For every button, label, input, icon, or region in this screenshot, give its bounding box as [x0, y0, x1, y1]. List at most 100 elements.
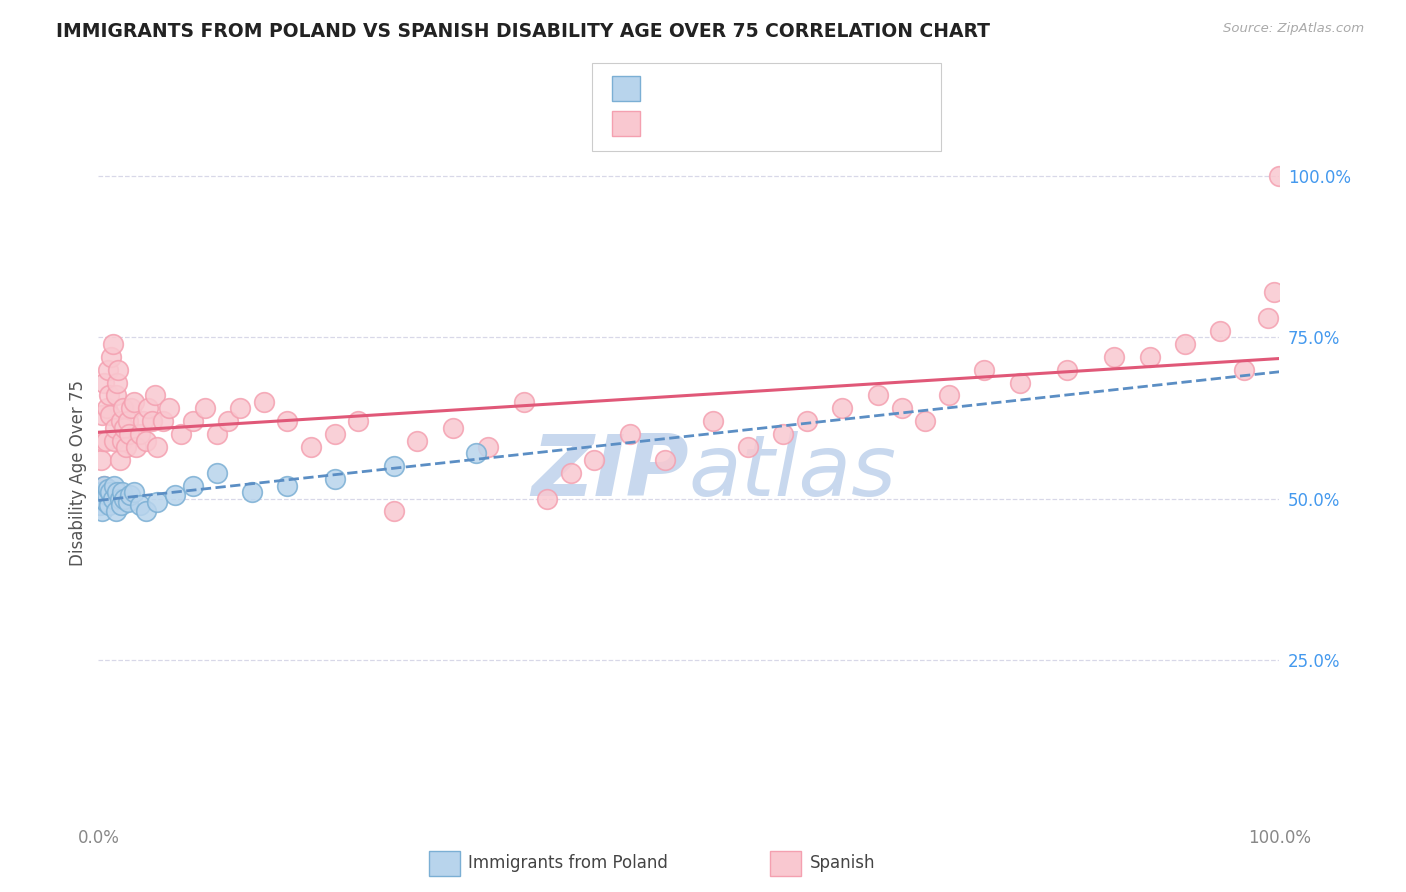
- Point: [111, 434, 134, 448]
- Point: [146, 494, 169, 508]
- Point: [477, 440, 499, 454]
- Point: [441, 420, 464, 434]
- Point: [205, 427, 228, 442]
- Point: [118, 427, 141, 442]
- Y-axis label: Disability Age Over 75: Disability Age Over 75: [69, 380, 87, 566]
- Point: [654, 453, 676, 467]
- Point: [135, 504, 157, 518]
- Point: [141, 414, 163, 428]
- Point: [890, 401, 912, 416]
- Point: [165, 488, 187, 502]
- Point: [1174, 337, 1197, 351]
- Point: [112, 491, 135, 506]
- Point: [96, 488, 118, 502]
- Point: [128, 427, 150, 442]
- Point: [560, 466, 582, 480]
- Text: Spanish: Spanish: [810, 855, 876, 872]
- Point: [1233, 362, 1256, 376]
- Point: [347, 414, 370, 428]
- Point: [89, 485, 111, 500]
- Point: [229, 401, 252, 416]
- Point: [110, 414, 132, 428]
- Point: [107, 362, 129, 376]
- Point: [406, 434, 429, 448]
- Point: [101, 337, 124, 351]
- Point: [98, 498, 121, 512]
- Point: [122, 485, 145, 500]
- Point: [96, 401, 118, 416]
- Point: [512, 395, 534, 409]
- Point: [90, 485, 112, 500]
- Point: [323, 427, 346, 442]
- Point: [217, 414, 239, 428]
- Point: [1263, 285, 1285, 300]
- Point: [112, 420, 135, 434]
- Point: [91, 504, 114, 518]
- Point: [146, 440, 169, 454]
- Point: [111, 485, 134, 500]
- Point: [583, 453, 606, 467]
- Point: [382, 504, 405, 518]
- Point: [128, 498, 150, 512]
- Point: [93, 478, 115, 492]
- Point: [105, 504, 128, 518]
- Point: [465, 446, 488, 460]
- Point: [914, 414, 936, 428]
- Point: [120, 488, 142, 502]
- Point: [1102, 350, 1125, 364]
- Text: Immigrants from Poland: Immigrants from Poland: [468, 855, 668, 872]
- Point: [97, 362, 120, 376]
- Point: [152, 414, 174, 428]
- Point: [702, 414, 724, 428]
- Point: [91, 434, 114, 448]
- Point: [91, 491, 114, 506]
- Point: [382, 459, 405, 474]
- Point: [117, 414, 139, 428]
- Point: [1209, 324, 1232, 338]
- Point: [98, 408, 121, 422]
- Point: [772, 427, 794, 442]
- Text: R = 0.286: R = 0.286: [650, 77, 748, 96]
- Point: [114, 440, 136, 454]
- Text: atlas: atlas: [689, 431, 897, 515]
- Point: [135, 434, 157, 448]
- Point: [1257, 311, 1279, 326]
- Point: [276, 414, 298, 428]
- Text: R = 0.327: R = 0.327: [650, 112, 748, 132]
- Point: [93, 376, 115, 390]
- Point: [132, 414, 155, 428]
- Point: [323, 472, 346, 486]
- Text: ZIP: ZIP: [531, 431, 689, 515]
- Point: [240, 485, 263, 500]
- Point: [737, 440, 759, 454]
- Point: [100, 350, 122, 364]
- Point: [105, 388, 128, 402]
- Point: [536, 491, 558, 506]
- Point: [181, 478, 204, 492]
- Text: Source: ZipAtlas.com: Source: ZipAtlas.com: [1223, 22, 1364, 36]
- Point: [108, 453, 131, 467]
- Point: [1056, 362, 1078, 376]
- Point: [831, 401, 853, 416]
- Text: N = 79: N = 79: [815, 112, 884, 132]
- Point: [796, 414, 818, 428]
- Point: [91, 408, 114, 422]
- Point: [101, 491, 124, 506]
- Point: [973, 362, 995, 376]
- Point: [253, 395, 276, 409]
- Point: [90, 453, 112, 467]
- Point: [105, 376, 128, 390]
- Point: [110, 498, 132, 512]
- Point: [125, 440, 148, 454]
- Point: [112, 401, 135, 416]
- Point: [103, 478, 125, 492]
- Point: [97, 482, 120, 496]
- Point: [94, 494, 117, 508]
- Point: [276, 478, 298, 492]
- Point: [143, 388, 166, 402]
- Point: [122, 395, 145, 409]
- Text: IMMIGRANTS FROM POLAND VS SPANISH DISABILITY AGE OVER 75 CORRELATION CHART: IMMIGRANTS FROM POLAND VS SPANISH DISABI…: [56, 22, 990, 41]
- Point: [93, 478, 115, 492]
- Point: [299, 440, 322, 454]
- Point: [121, 401, 143, 416]
